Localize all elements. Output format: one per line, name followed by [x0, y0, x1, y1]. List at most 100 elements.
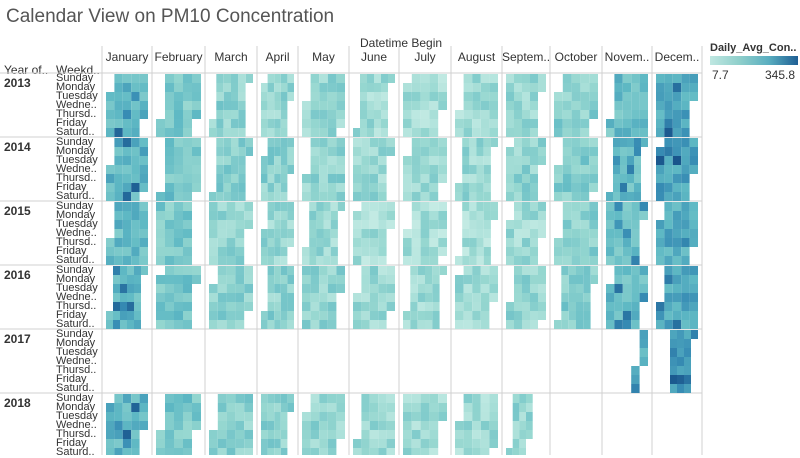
day-cell [261, 101, 268, 110]
day-cell [420, 119, 430, 128]
day-cell [217, 293, 227, 302]
day-cell [274, 119, 281, 128]
day-cell [530, 202, 538, 211]
day-cell [530, 229, 538, 238]
day-cell [131, 220, 140, 229]
day-cell [614, 128, 623, 137]
day-cell [689, 83, 698, 92]
day-cell [302, 256, 310, 265]
day-cell [274, 156, 281, 165]
day-cell [192, 110, 201, 119]
day-cell [455, 183, 463, 192]
day-cell [261, 256, 268, 265]
day-cell [580, 128, 590, 137]
day-cell [316, 220, 324, 229]
day-cell [192, 138, 201, 147]
day-cell [689, 311, 698, 320]
day-cell [165, 220, 174, 229]
day-cell [378, 256, 387, 265]
day-cell [480, 439, 490, 448]
day-cell [568, 275, 576, 284]
day-cell [174, 238, 183, 247]
day-cell [656, 192, 665, 201]
day-cell [361, 430, 370, 439]
day-cell [280, 284, 288, 293]
day-cell [480, 74, 490, 83]
day-cell [506, 74, 514, 83]
day-cell [639, 357, 648, 366]
day-cell [280, 293, 288, 302]
day-cell [310, 412, 320, 421]
day-cell [114, 220, 123, 229]
weekday-label: Saturd.. [56, 318, 95, 330]
day-cell [267, 174, 275, 183]
day-cell [267, 266, 275, 275]
day-cell [217, 421, 227, 430]
day-cell [417, 302, 425, 311]
day-cell [361, 320, 370, 329]
day-cell [522, 275, 530, 284]
day-cell [319, 138, 328, 147]
day-cell [512, 439, 520, 448]
day-cell [634, 192, 641, 201]
day-cell [472, 430, 481, 439]
day-cell [120, 275, 127, 284]
day-cell [538, 211, 546, 220]
day-cell [672, 247, 682, 256]
day-cell [506, 183, 514, 192]
day-cell [336, 266, 345, 275]
day-cell [677, 357, 684, 366]
day-cell [216, 165, 224, 174]
day-cell [530, 293, 538, 302]
day-cell [526, 430, 533, 439]
day-cell [378, 394, 387, 403]
day-cell [562, 202, 572, 211]
day-cell [267, 293, 275, 302]
day-cell [369, 156, 379, 165]
day-cell [287, 311, 294, 320]
weekday-label: Thursd.. [56, 364, 97, 376]
day-cell [476, 202, 484, 211]
day-cell [514, 320, 522, 329]
day-cell [120, 320, 127, 329]
day-cell [165, 439, 174, 448]
day-cell [287, 74, 294, 83]
day-cell [664, 165, 673, 174]
day-cell [336, 192, 345, 201]
day-cell [672, 165, 682, 174]
day-cell [631, 275, 640, 284]
day-cell [403, 92, 412, 101]
day-cell [261, 311, 268, 320]
day-cell [319, 110, 328, 119]
day-cell [139, 421, 148, 430]
day-cell [261, 448, 268, 455]
day-cell [327, 320, 337, 329]
day-cell [606, 302, 615, 311]
day-cell [664, 266, 673, 275]
day-cell [681, 128, 690, 137]
day-cell [361, 256, 370, 265]
day-cell [114, 448, 123, 455]
day-cell [131, 138, 140, 147]
day-cell [506, 119, 514, 128]
day-cell [483, 192, 491, 201]
day-cell [670, 330, 677, 339]
day-cell [561, 293, 569, 302]
day-cell [403, 110, 412, 119]
day-cell [538, 147, 546, 156]
day-cell [386, 211, 395, 220]
day-cell [309, 247, 317, 256]
day-cell [192, 74, 201, 83]
day-cell [589, 92, 598, 101]
day-cell [302, 412, 311, 421]
day-cell [369, 394, 379, 403]
month-label-2: February [154, 50, 203, 64]
day-cell [562, 238, 572, 247]
day-cell [480, 430, 490, 439]
day-cell [672, 256, 682, 265]
day-cell [614, 311, 623, 320]
day-cell [267, 211, 275, 220]
day-cell [514, 128, 522, 137]
day-cell [411, 183, 421, 192]
day-cell [429, 119, 439, 128]
